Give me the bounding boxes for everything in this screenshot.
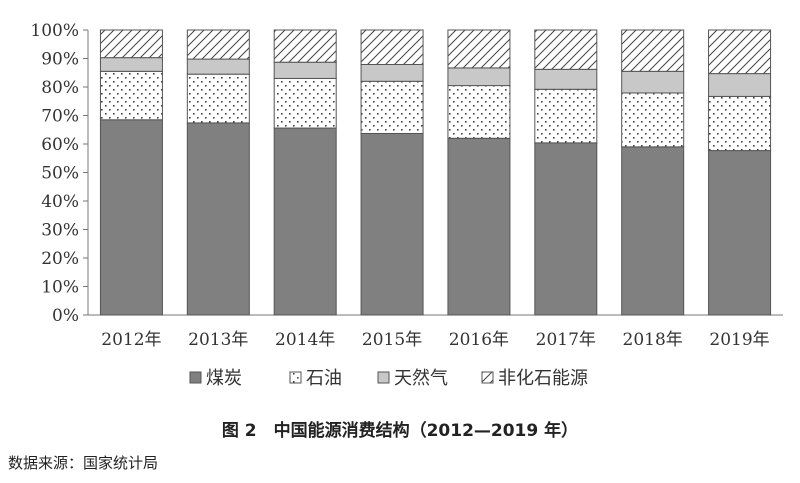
bar-segment-oil — [447, 85, 511, 139]
x-tick-label: 2014年 — [275, 330, 335, 350]
bar-segment-oil — [273, 77, 337, 129]
bar-segment-gas — [447, 67, 511, 87]
bar-segment-nonfossil — [360, 29, 424, 65]
bar-segment-gas — [621, 70, 685, 94]
bar-segment-oil — [186, 73, 250, 124]
y-tick-label: 20% — [41, 249, 79, 269]
y-tick-label: 70% — [41, 107, 79, 127]
y-tick-label: 30% — [41, 221, 79, 241]
y-tick-label: 100% — [30, 21, 79, 41]
y-tick-label: 40% — [41, 192, 79, 212]
x-tick-label: 2012年 — [101, 330, 161, 350]
legend: 煤炭 石油 天然气 非化石能源 — [189, 368, 588, 389]
x-tick-label: 2013年 — [188, 330, 248, 350]
y-tick-label: 50% — [41, 164, 79, 184]
bar-segment-gas — [186, 58, 250, 75]
y-tick-label: 0% — [52, 306, 79, 326]
bar-segment-coal — [708, 150, 772, 316]
bar-segment-nonfossil — [534, 29, 598, 70]
bar-segment-oil — [621, 92, 685, 148]
legend-label: 石油 — [306, 368, 342, 389]
bar-segment-nonfossil — [447, 29, 511, 69]
legend-swatch — [377, 371, 390, 384]
legend-swatch — [189, 371, 202, 384]
x-tick-label: 2017年 — [536, 330, 596, 350]
bar-segment-oil — [708, 95, 772, 152]
figure-caption: 图 2 中国能源消费结构（2012—2019 年） — [221, 421, 579, 441]
bar-segment-gas — [534, 68, 598, 90]
bar-segment-gas — [99, 57, 163, 72]
bar-segment-coal — [360, 132, 424, 316]
stacked-bar-chart: 2012年 2013年 2014年 2015年 2016年 2017年 2018年 2019年… — [30, 21, 783, 389]
bar-segment-oil — [360, 80, 424, 134]
x-tick-label: 2018年 — [623, 330, 683, 350]
bar-segment-coal — [99, 119, 163, 316]
bar-segment-nonfossil — [708, 29, 772, 75]
bar-segment-coal — [273, 127, 337, 316]
legend-label: 煤炭 — [206, 368, 242, 389]
bar-segment-coal — [534, 142, 598, 316]
data-source: 数据来源：国家统计局 — [8, 454, 159, 472]
legend-label: 天然气 — [394, 368, 448, 389]
bar-segment-gas — [708, 73, 772, 97]
y-tick-label: 60% — [41, 135, 79, 155]
bars — [99, 29, 772, 316]
bar-segment-nonfossil — [186, 29, 250, 60]
bar-segment-nonfossil — [273, 29, 337, 63]
legend-label: 非化石能源 — [498, 368, 588, 389]
y-tick-label: 90% — [41, 50, 79, 70]
y-tick-label: 10% — [41, 278, 79, 298]
bar-segment-oil — [534, 88, 598, 144]
legend-swatch — [481, 371, 494, 384]
x-tick-label: 2016年 — [449, 330, 509, 350]
x-tick-labels: 2012年 2013年 2014年 2015年 2016年 2017年 2018年 2019年 — [101, 330, 769, 350]
y-tick-label: 80% — [41, 78, 79, 98]
legend-swatch — [289, 371, 302, 384]
bar-segment-oil — [99, 70, 163, 121]
bar-segment-coal — [621, 146, 685, 316]
x-tick-label: 2015年 — [362, 330, 422, 350]
bar-segment-nonfossil — [621, 29, 685, 72]
bar-segment-nonfossil — [99, 29, 163, 59]
bar-segment-coal — [447, 137, 511, 316]
x-tick-label: 2019年 — [709, 330, 769, 350]
bar-segment-gas — [273, 61, 337, 79]
bar-segment-gas — [360, 63, 424, 82]
y-tick-labels: 0% 10% 20% 30% 40% 50% 60% 70% 80% 90% 100% — [30, 21, 79, 326]
bar-segment-coal — [186, 122, 250, 316]
